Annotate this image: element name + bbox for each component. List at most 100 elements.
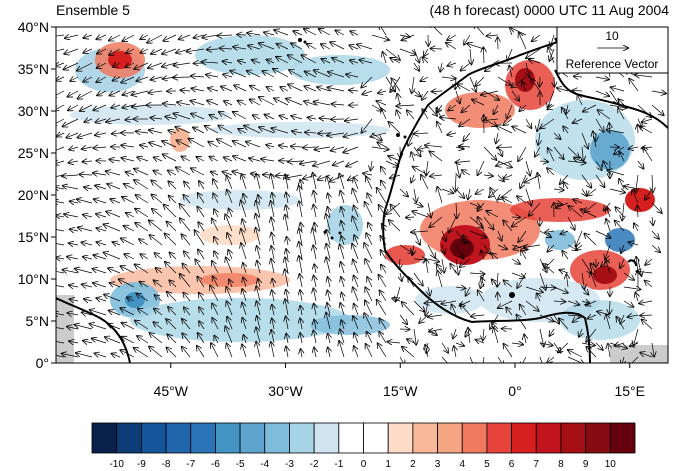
wind-vector [181,156,191,161]
wind-vector [520,356,527,363]
wind-vector [496,160,513,166]
wind-vector [582,146,583,161]
wind-vector [191,76,205,77]
wind-vector [383,52,386,64]
wind-vector [210,286,219,302]
wind-vector [622,202,624,220]
wind-vector [595,342,603,350]
wind-vector [244,335,247,344]
wind-vector [549,48,555,61]
wind-vector [167,348,177,358]
wind-vector [92,339,107,344]
wind-vector [456,161,471,163]
wind-vector [413,62,419,71]
wind-vector [191,114,205,120]
wind-vector [83,49,93,53]
wind-vector [413,300,425,312]
wind-vector [184,251,191,260]
wind-vector [121,266,135,274]
wind-vector [238,101,247,105]
colorbar-swatch [560,422,587,454]
wind-vector [214,251,218,260]
wind-vector [259,43,275,50]
wind-vector [162,141,177,148]
wind-vector [189,139,205,148]
wind-vector [318,133,331,134]
wind-vector [122,337,135,344]
wind-vector [382,224,386,232]
wind-vector [136,294,149,302]
wind-vector [95,186,107,190]
wind-vector [225,326,233,344]
wind-vector [244,126,261,134]
wind-vector [608,344,610,358]
wind-vector [615,343,625,346]
wind-vector [272,305,274,316]
wind-vector [313,330,316,344]
wind-vector [461,62,471,71]
wind-vector [464,34,471,45]
wind-vector [455,343,464,346]
wind-vector [154,280,163,288]
wind-vector [140,254,149,259]
wind-vector [257,261,260,274]
wind-vector [422,57,429,64]
wind-vector [169,196,177,204]
wind-vector [175,127,191,134]
wind-vector [314,191,317,204]
wind-vector [447,133,457,135]
colorbar-label: -4 [260,459,269,470]
wind-vector [300,318,302,330]
wind-vector [155,253,163,260]
wind-vector [198,333,205,344]
wind-vector [90,310,107,316]
wind-vector [249,158,261,161]
wind-vector [623,287,640,289]
lat-tick-label: 20°N [18,187,49,203]
wind-vector [70,299,79,301]
wind-vector [156,268,163,273]
wind-vector [108,324,121,330]
wind-vector [149,220,163,232]
wind-vector [285,215,288,232]
wind-vector [531,79,541,92]
wind-vector [56,258,65,260]
wind-vector [379,27,387,36]
wind-vector [326,257,331,274]
wind-vector [339,174,345,190]
wind-vector [167,334,177,344]
wind-vector [379,205,387,218]
wind-vector [459,146,471,147]
colorbar-label: -7 [186,459,195,470]
wind-vector [120,308,135,316]
lat-tick-label: 5°N [26,313,50,329]
colorbar-swatch [486,422,512,454]
wind-vector [173,114,191,120]
wind-vector [651,91,666,94]
wind-vector [207,101,219,106]
wind-vector [279,116,289,119]
wind-vector [293,31,303,35]
wind-vector [56,146,65,152]
wind-vector [377,188,387,204]
wind-vector [104,224,121,232]
wind-vector [429,151,443,162]
wind-vector [496,132,498,143]
wind-vector [169,280,177,288]
wind-vector [168,181,177,190]
wind-vector [137,336,149,344]
wind-vector [196,157,205,161]
wind-vector [134,169,149,176]
wind-vector [56,161,65,164]
wind-vector [132,90,149,95]
wind-vector [84,119,93,122]
wind-vector [195,260,205,274]
wind-vector [264,32,275,35]
wind-vector [452,305,457,316]
wind-vector [198,222,205,232]
wind-vector [357,44,373,50]
wind-vector [299,256,302,274]
wind-vector [628,315,639,317]
wind-vector [63,186,79,189]
wind-vector [176,167,191,176]
